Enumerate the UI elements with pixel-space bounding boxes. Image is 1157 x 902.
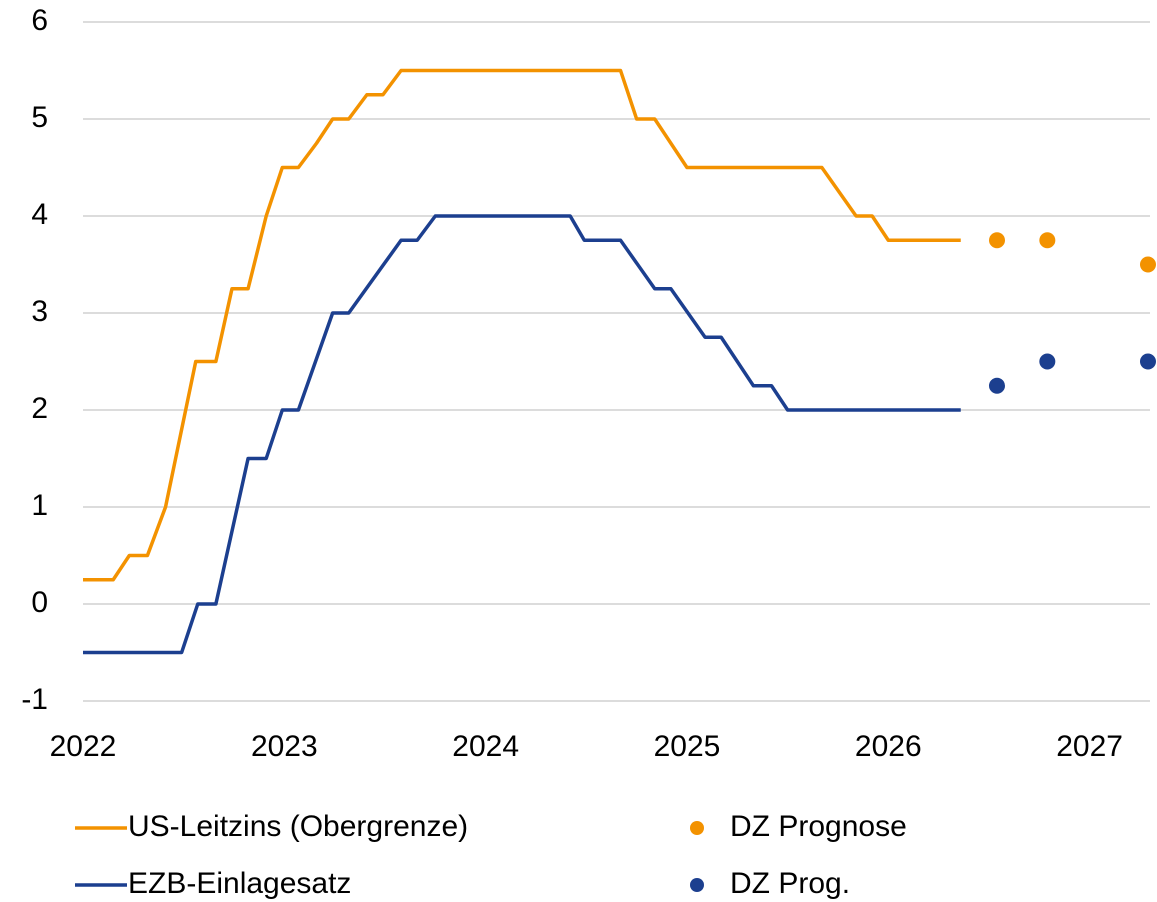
legend-label: EZB-Einlagesatz [128, 867, 351, 900]
y-tick-label: 4 [31, 198, 48, 231]
point [1039, 232, 1056, 249]
legend-marker [690, 821, 704, 835]
line [83, 68, 961, 582]
x-tick-label: 2027 [1056, 730, 1123, 763]
legend-label: DZ Prognose [730, 810, 907, 843]
y-tick-label: -1 [21, 683, 48, 716]
point [1139, 256, 1156, 273]
x-tick-label: 2026 [855, 730, 922, 763]
y-tick-label: 1 [31, 489, 48, 522]
x-tick-label: 2023 [251, 730, 318, 763]
point [1139, 353, 1156, 370]
x-tick-label: 2022 [50, 730, 117, 763]
y-tick-label: 3 [31, 295, 48, 328]
line [83, 214, 961, 655]
point [988, 232, 1005, 249]
y-tick-label: 0 [31, 586, 48, 619]
y-tick-label: 5 [31, 101, 48, 134]
y-tick-label: 6 [31, 4, 48, 37]
legend-marker [690, 878, 704, 892]
point [1039, 353, 1056, 370]
x-tick-label: 2025 [654, 730, 721, 763]
y-tick-label: 2 [31, 392, 48, 425]
legend-label: US-Leitzins (Obergrenze) [128, 810, 468, 843]
x-tick-label: 2024 [452, 730, 519, 763]
point [988, 377, 1005, 394]
legend-label: DZ Prog. [730, 867, 850, 900]
